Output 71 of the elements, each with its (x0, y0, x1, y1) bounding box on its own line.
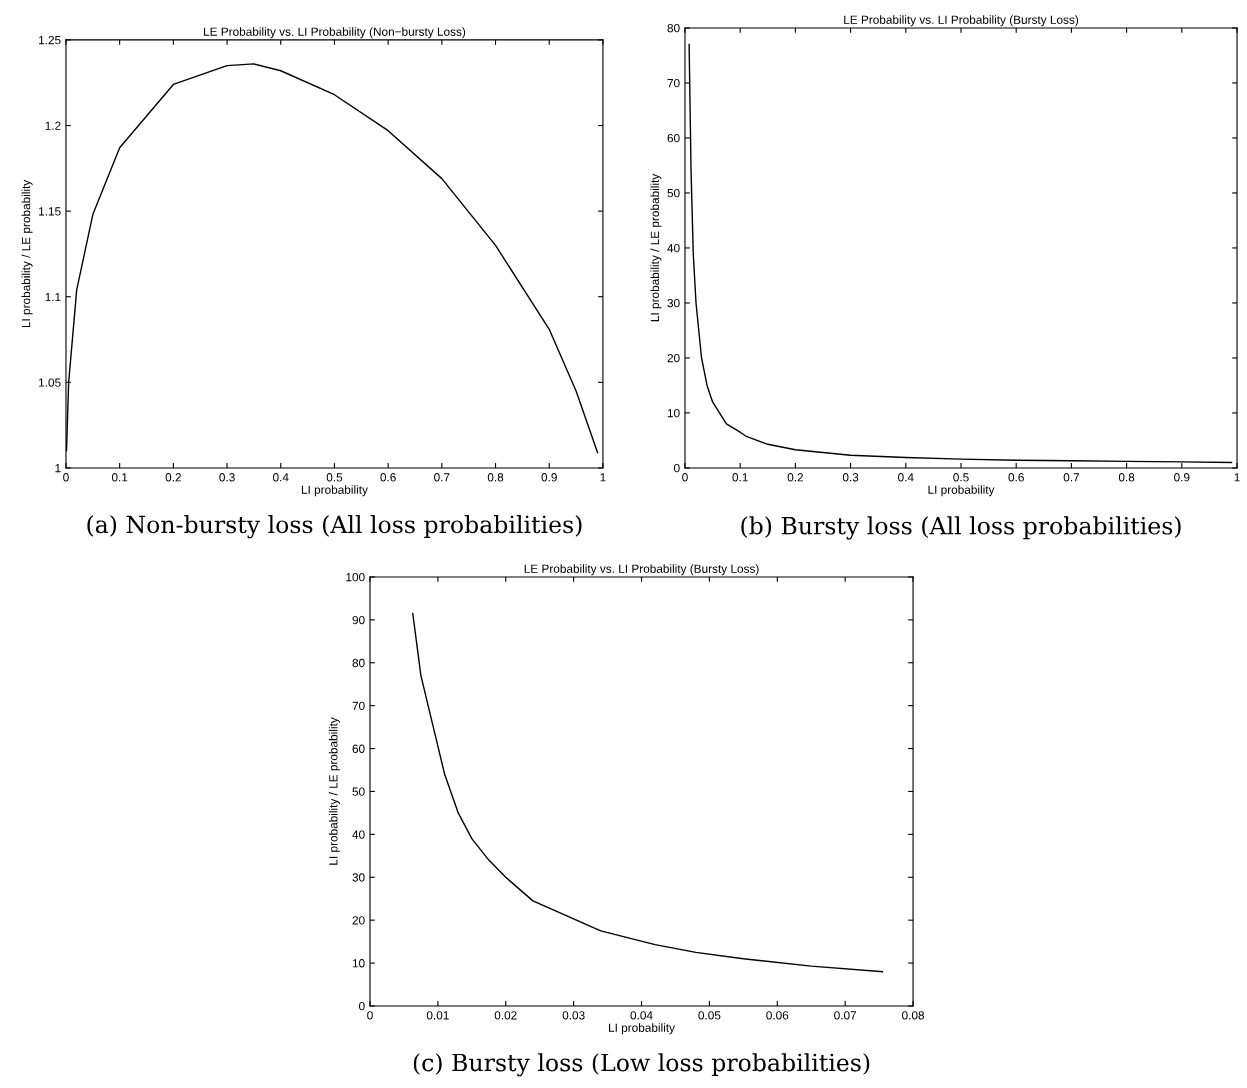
x-tick-label: 1 (1234, 473, 1240, 482)
y-axis-title: LI probability / LE probability (21, 179, 33, 328)
x-tick-label: 0.03 (562, 1011, 585, 1020)
y-tick-label: 0 (674, 463, 680, 473)
x-tick-label: 0.7 (1063, 473, 1080, 482)
y-tick-label: 10 (352, 959, 365, 968)
y-tick-label: 50 (667, 188, 680, 198)
x-tick-label: 1 (600, 473, 606, 482)
y-tick-label: 30 (667, 298, 680, 308)
x-tick-label: 0.02 (494, 1011, 517, 1020)
x-tick-label: 0 (63, 473, 69, 482)
x-tick-label: 0.9 (541, 473, 557, 482)
y-tick-label: 100 (346, 573, 365, 582)
line-series (412, 612, 884, 973)
line-series (688, 43, 1233, 464)
y-tick-label: 1.15 (39, 207, 61, 216)
y-tick-label: 50 (352, 787, 365, 796)
y-tick-label: 1.25 (39, 35, 61, 45)
y-axis-title: LI probability / LE probability (650, 173, 662, 322)
y-tick-label: 20 (352, 916, 365, 925)
x-tick-label: 0.06 (766, 1011, 789, 1020)
y-tick-label: 10 (667, 408, 680, 418)
y-tick-label: 60 (352, 744, 365, 753)
text: (a) Non-bursty loss (All loss probabilities) (87, 515, 582, 539)
y-tick-label: 1.1 (45, 292, 61, 302)
x-tick-label: 0.4 (898, 473, 914, 482)
x-tick-label: 0.07 (834, 1011, 857, 1020)
y-tick-label: 70 (352, 701, 365, 711)
x-tick-label: 0.08 (902, 1011, 925, 1020)
x-tick-label: 0.8 (1118, 473, 1135, 482)
x-axis-title: LI probability (609, 1023, 675, 1035)
x-tick-label: 0.3 (219, 473, 235, 482)
x-tick-label: 0.6 (380, 473, 396, 482)
y-axis-title: LI probability / LE probability (328, 717, 340, 865)
x-tick-label: 0.05 (698, 1011, 721, 1020)
text: (b) Bursty loss (All loss probabilities) (741, 516, 1181, 540)
y-tick-label: 80 (667, 24, 680, 33)
y-tick-label: 1.2 (45, 121, 61, 130)
y-tick-label: 70 (667, 78, 680, 88)
y-tick-label: 80 (352, 658, 365, 668)
y-tick-label: 40 (667, 243, 680, 253)
chart-title: LE Probability vs. LI Probability (Bursty Loss) (844, 15, 1079, 27)
y-tick-label: 1 (55, 464, 61, 473)
x-tick-label: 0.04 (630, 1011, 653, 1020)
x-tick-label: 0.7 (434, 473, 450, 482)
y-tick-label: 90 (352, 615, 365, 625)
x-axis-title: LI probability (301, 485, 368, 497)
chart-title: LE Probability vs. LI Probability (Non−bursty Loss) (204, 27, 466, 39)
x-axis-title: LI probability (928, 485, 995, 497)
x-tick-label: 0.6 (1008, 473, 1024, 482)
x-tick-label: 0.1 (732, 473, 748, 482)
y-tick-label: 60 (667, 133, 680, 143)
y-tick-label: 30 (352, 873, 365, 882)
x-tick-label: 0.5 (326, 473, 343, 482)
x-tick-label: 0.4 (273, 473, 289, 482)
x-tick-label: 0 (367, 1011, 373, 1020)
x-tick-label: 0 (682, 473, 688, 482)
x-tick-label: 0.2 (165, 473, 181, 482)
x-tick-label: 0.3 (842, 473, 859, 482)
x-tick-label: 0.01 (426, 1011, 449, 1020)
chart-title: LE Probability vs. LI Probability (Bursty Loss) (524, 564, 759, 576)
x-tick-label: 0.5 (953, 473, 969, 482)
x-tick-label: 0.1 (111, 473, 128, 482)
text: (c) Bursty loss (Low loss probabilities) (413, 1053, 870, 1077)
y-tick-label: 40 (352, 830, 365, 839)
x-tick-label: 0.8 (487, 473, 504, 482)
y-tick-label: 1.05 (39, 378, 61, 387)
y-tick-label: 20 (667, 353, 680, 363)
x-tick-label: 0.9 (1174, 473, 1190, 482)
y-tick-label: 0 (359, 1002, 365, 1011)
x-tick-label: 0.2 (787, 473, 803, 482)
